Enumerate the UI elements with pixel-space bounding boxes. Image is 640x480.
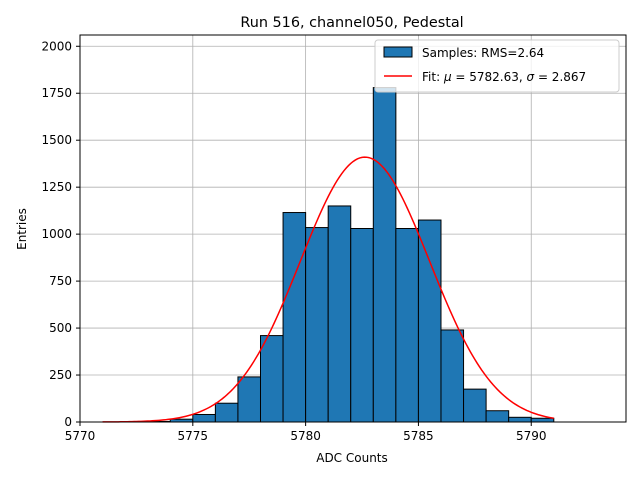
y-tick-label: 1500 (41, 133, 72, 147)
x-tick-label: 5790 (516, 429, 547, 443)
histogram-bar (350, 228, 374, 423)
y-axis-label: Entries (15, 208, 29, 250)
y-tick-label: 500 (49, 321, 72, 335)
y-tick-label: 250 (49, 368, 72, 382)
legend-fit-prefix: Fit: (422, 70, 444, 84)
legend-histogram-label: Samples: RMS=2.64 (422, 46, 544, 60)
bars-layer (147, 87, 555, 423)
x-tick-label: 5785 (403, 429, 434, 443)
histogram-bar (530, 417, 555, 423)
legend-fit-mu-symbol: μ (443, 70, 452, 84)
chart-title: Run 516, channel050, Pedestal (240, 15, 463, 31)
legend: Samples: RMS=2.64 Fit: μ = 5782.63, σ = … (374, 39, 620, 93)
histogram-bar (305, 227, 329, 423)
histogram-bar (463, 388, 487, 423)
legend-fit-sigma-value: = 2.867 (534, 70, 586, 84)
y-tick-label: 1000 (41, 227, 72, 241)
y-tick-label: 2000 (41, 39, 72, 53)
histogram-bar (508, 416, 532, 423)
histogram-bar (282, 212, 307, 423)
legend-histogram-swatch (383, 46, 413, 58)
y-tick-label: 1250 (41, 180, 72, 194)
histogram-bar (485, 410, 510, 423)
y-tick-label: 750 (49, 274, 72, 288)
ticks-layer: 5770 5775 5780 5785 5790 0 250 500 750 1000 1250 15… (41, 39, 546, 443)
histogram-bar (237, 376, 261, 423)
x-tick-label: 5780 (290, 429, 321, 443)
histogram-bar (372, 87, 397, 423)
histogram-bar (395, 228, 419, 423)
fit-curve (102, 156, 554, 423)
legend-box (374, 39, 620, 93)
legend-fit-sigma-symbol: σ (527, 70, 535, 84)
histogram-bar (192, 413, 216, 423)
y-tick-label: 0 (64, 415, 72, 429)
histogram-bar (440, 329, 465, 423)
x-axis-label: ADC Counts (316, 451, 388, 465)
histogram-bar (214, 402, 239, 423)
y-tick-label: 1750 (41, 86, 72, 100)
x-tick-label: 5775 (178, 429, 209, 443)
plot-frame (79, 34, 627, 423)
histogram-bar (327, 205, 352, 423)
legend-fit-label: Fit: μ = 5782.63, σ = 2.867 (422, 70, 586, 84)
histogram-bar (259, 335, 284, 423)
legend-fit-mu-value: = 5782.63, (452, 70, 527, 84)
histogram-bar (417, 219, 442, 423)
fit-layer (102, 156, 554, 423)
x-tick-label: 5770 (65, 429, 96, 443)
